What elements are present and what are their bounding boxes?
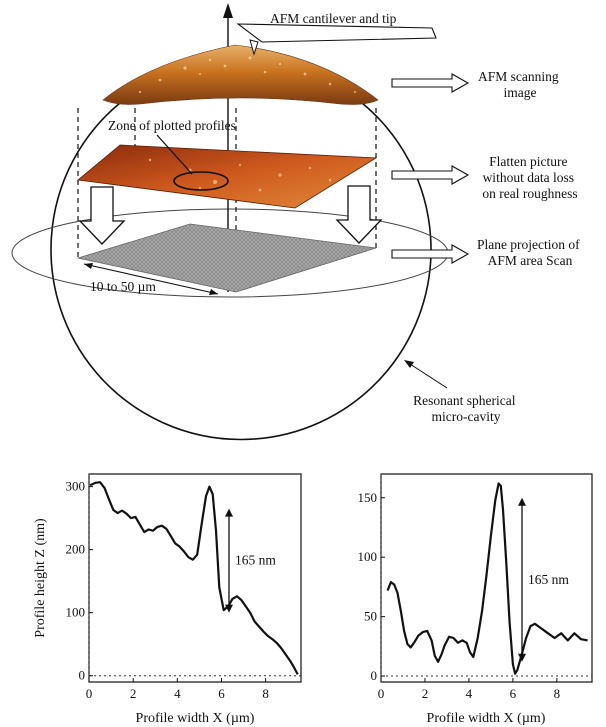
zone-leader-line <box>156 134 193 175</box>
label-scanning-image: AFM scanning image <box>478 69 562 100</box>
chart-left-frame <box>88 473 302 683</box>
sphere-diagram: AFM cantilever and tip AFM scanning imag… <box>11 3 583 441</box>
x-tick-label: 2 <box>130 686 137 701</box>
chart-right-series <box>386 482 588 675</box>
cantilever <box>236 23 437 43</box>
annotation-label: 165 nm <box>528 572 569 587</box>
chart-left-ticks: 0 2 4 6 8 0 100 200 300 <box>66 479 269 701</box>
y-tick-label: 0 <box>79 668 86 683</box>
x-tick-label: 4 <box>174 686 181 701</box>
x-tick-label: 6 <box>218 686 225 701</box>
y-tick-label: 150 <box>358 490 378 505</box>
cavity-leader-arrowhead <box>404 360 414 368</box>
callout-arrows <box>391 73 470 264</box>
annotation-label: 165 nm <box>235 553 276 568</box>
chart-right-annotation: 165 nm <box>518 497 569 662</box>
y-tick-label: 50 <box>364 609 377 624</box>
sphere-outline <box>50 102 432 441</box>
chart-right-frame <box>380 473 593 683</box>
arrow-projection <box>391 244 470 264</box>
tip-axis-arrowhead <box>223 3 233 18</box>
chart-left-xlabel: Profile width X (µm) <box>136 711 255 726</box>
arrow-scanning-image <box>391 73 470 93</box>
x-tick-label: 2 <box>422 686 429 701</box>
annotation-arrowhead-down <box>518 653 526 662</box>
afm-surface-texture <box>138 56 356 94</box>
label-flatten: Flatten picture without data loss on rea… <box>482 154 577 201</box>
profile-chart-left: 0 2 4 6 8 0 100 200 300 165 nm Profile width X (… <box>33 473 302 726</box>
x-tick-label: 0 <box>378 686 385 701</box>
x-tick-label: 4 <box>466 686 473 701</box>
annotation-arrowhead-up <box>225 508 233 517</box>
label-scale: 10 to 50 µm <box>90 279 156 294</box>
down-arrow-left <box>78 186 126 245</box>
flatten-layer <box>77 144 378 209</box>
afm-scan-surface <box>102 44 379 105</box>
annotation-arrowhead-up <box>518 497 526 506</box>
label-zone: Zone of plotted profiles <box>108 118 236 133</box>
profile-series-line <box>89 481 299 675</box>
scale-arrow <box>83 263 219 295</box>
y-tick-label: 100 <box>358 549 378 564</box>
x-tick-label: 6 <box>510 686 517 701</box>
annotation-arrowhead-down <box>225 604 233 613</box>
chart-left-series <box>89 481 299 675</box>
x-tick-label: 8 <box>554 686 561 701</box>
cavity-leader-line <box>409 363 448 389</box>
x-tick-label: 8 <box>262 686 269 701</box>
y-tick-label: 200 <box>66 542 86 557</box>
projection-plane <box>76 223 377 293</box>
down-arrow-right <box>335 185 383 244</box>
profile-series-line <box>386 482 588 675</box>
x-tick-label: 0 <box>86 686 93 701</box>
profile-chart-right: 0 2 4 6 8 0 50 100 150 165 nm Profile width X (µ… <box>358 473 593 726</box>
chart-right-ticks: 0 2 4 6 8 0 50 100 150 <box>358 490 561 701</box>
y-tick-label: 0 <box>371 668 378 683</box>
chart-left-annotation: 165 nm <box>225 508 276 613</box>
chart-right-xlabel: Profile width X (µm) <box>427 711 546 726</box>
y-tick-label: 100 <box>66 605 86 620</box>
chart-left-ylabel: Profile height Z (nm) <box>33 518 48 638</box>
zone-ellipse <box>173 171 229 191</box>
label-cantilever: AFM cantilever and tip <box>270 11 397 26</box>
label-projection: Plane projection of AFM area Scan <box>477 237 583 268</box>
cantilever-tip <box>249 39 259 56</box>
label-cavity: Resonant spherical micro-cavity <box>413 393 519 424</box>
y-tick-label: 300 <box>66 479 86 494</box>
arrow-flatten <box>391 165 470 185</box>
